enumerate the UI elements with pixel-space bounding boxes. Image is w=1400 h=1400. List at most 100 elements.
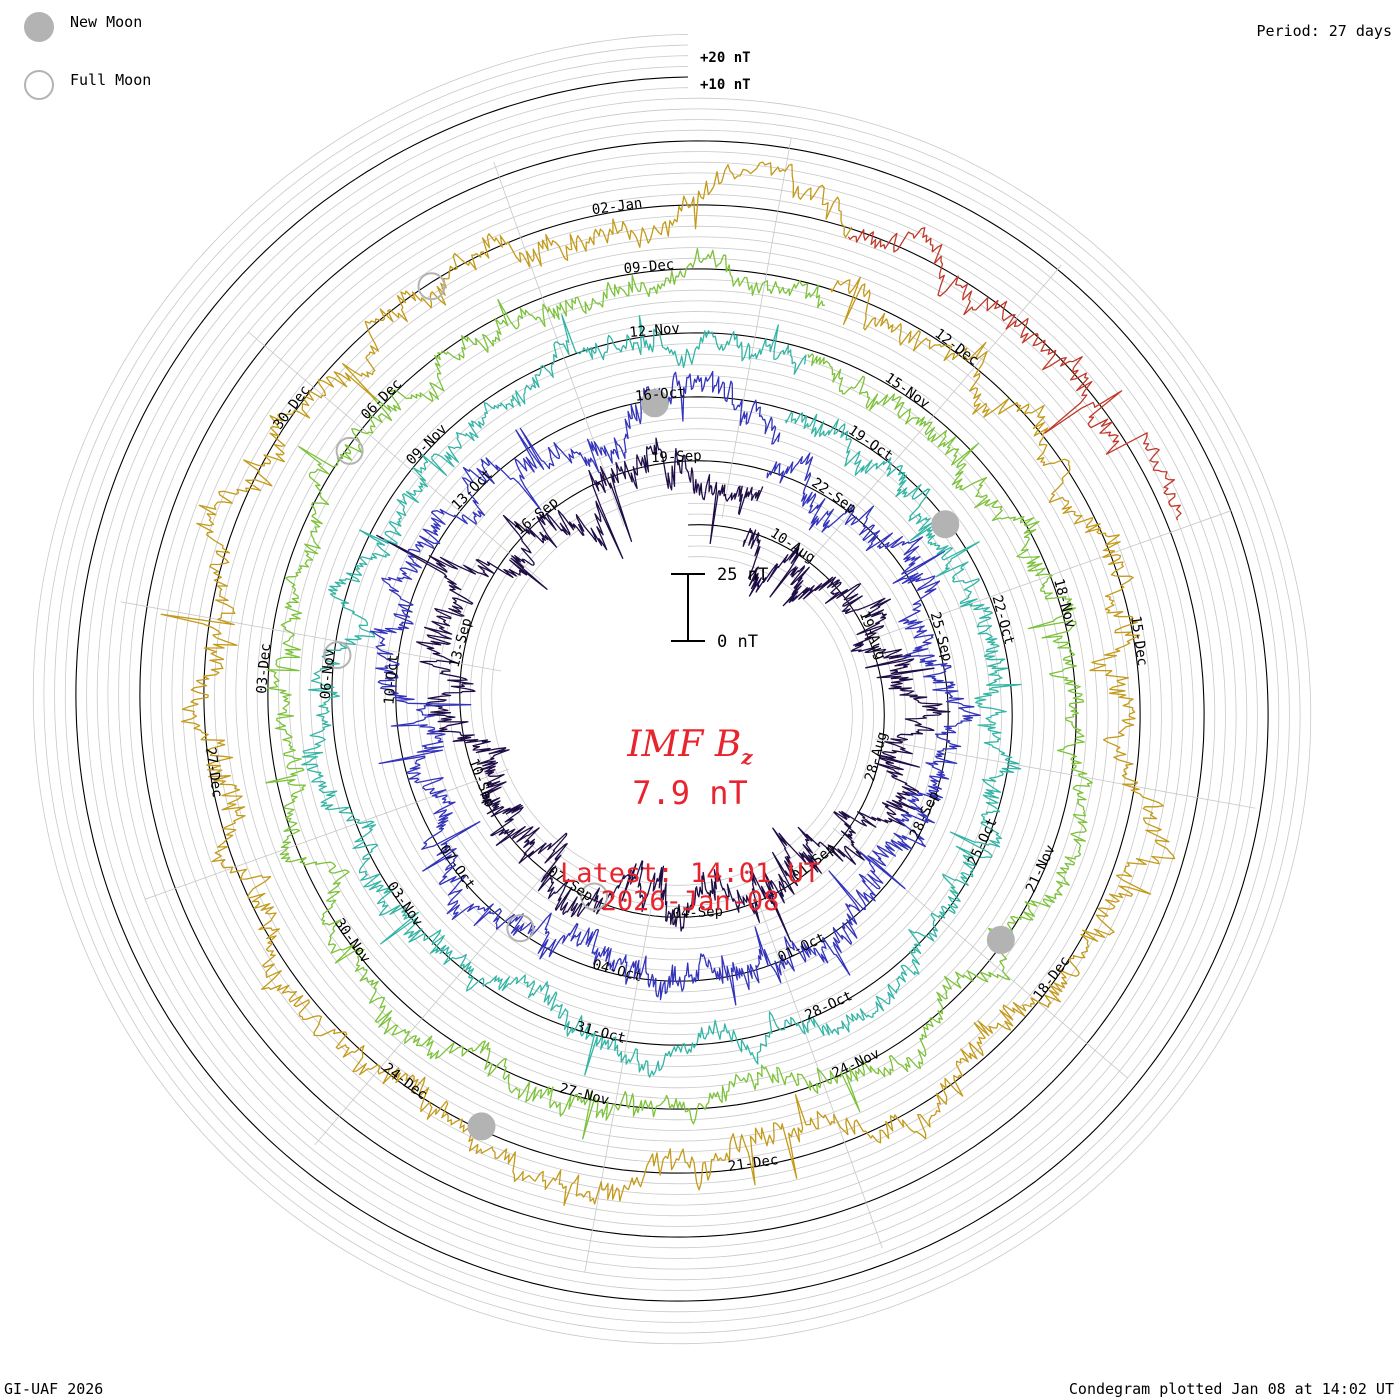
date-label: 13-Oct bbox=[449, 466, 496, 513]
baseline-ring bbox=[459, 460, 885, 918]
grid-ring bbox=[32, 33, 1312, 1345]
grid-ring bbox=[448, 449, 896, 929]
new-moon-marker bbox=[640, 389, 669, 418]
moon-markers bbox=[323, 272, 1015, 1141]
date-labels: 10-Aug19-Aug28-Aug01-Sep04-Sep07-Sep10-S… bbox=[202, 50, 1150, 1175]
grid-ring bbox=[96, 97, 1248, 1281]
grid-ring bbox=[182, 183, 1162, 1195]
full-moon-marker bbox=[335, 436, 364, 465]
date-label: 30-Nov bbox=[331, 916, 373, 967]
grid-ring bbox=[480, 481, 864, 897]
current-value: 7.9 nT bbox=[632, 774, 748, 812]
grid-ring bbox=[118, 119, 1226, 1259]
full-moon-marker bbox=[323, 641, 352, 670]
baseline-ring bbox=[139, 140, 1205, 1238]
grid-ring bbox=[54, 55, 1290, 1323]
grid-ring bbox=[214, 215, 1130, 1163]
date-label: 06-Dec bbox=[358, 376, 405, 423]
chart-title-subscript: z bbox=[741, 745, 753, 770]
new-moon-label: New Moon bbox=[70, 13, 143, 31]
full-moon-marker bbox=[580, 882, 609, 911]
grid-ring bbox=[246, 247, 1098, 1131]
grid-ring bbox=[288, 289, 1056, 1089]
grid-ring bbox=[128, 129, 1216, 1249]
grid-ring bbox=[278, 279, 1066, 1099]
grid-ring bbox=[438, 439, 906, 939]
radial-spoke bbox=[120, 601, 502, 672]
grid-ring bbox=[299, 300, 1045, 1078]
date-label: 19-Sep bbox=[651, 448, 702, 466]
grid-ring bbox=[427, 428, 917, 950]
radial-spoke bbox=[874, 738, 1256, 809]
scale-bar-top-label: 25 nT bbox=[717, 565, 768, 585]
chart-title-main: IMF B bbox=[627, 724, 742, 765]
grid-ring bbox=[352, 353, 992, 1025]
full-moon-icon bbox=[24, 70, 54, 100]
scale-bar-bottom-label: 0 nT bbox=[717, 632, 758, 652]
grid-ring bbox=[160, 161, 1184, 1217]
radial-spoke bbox=[721, 137, 792, 519]
latest-date: 2026-Jan-08 bbox=[600, 886, 780, 917]
series-rotation-15-Nov bbox=[265, 247, 1093, 1140]
radial-spoke bbox=[751, 883, 883, 1249]
new-moon-marker bbox=[986, 925, 1015, 954]
date-label: 06-Nov bbox=[318, 648, 338, 700]
grid-ring bbox=[86, 87, 1258, 1291]
new-moon-marker bbox=[931, 510, 960, 539]
new-moon-marker bbox=[467, 1112, 496, 1141]
date-label: 10-Oct bbox=[381, 654, 401, 706]
grid-ring bbox=[171, 172, 1173, 1206]
grid-ring bbox=[374, 375, 970, 1003]
radial-spoke bbox=[247, 331, 544, 583]
date-label: 02-Jan bbox=[591, 195, 643, 218]
date-label: 15-Dec bbox=[1127, 615, 1150, 667]
grid-ring bbox=[416, 417, 928, 961]
grid-ring bbox=[384, 385, 960, 993]
date-label: 15-Nov bbox=[882, 370, 933, 412]
date-label: 12-Dec bbox=[932, 326, 982, 369]
new-moon-icon bbox=[24, 12, 54, 42]
date-label: 21-Nov bbox=[1023, 843, 1059, 896]
grid-ring bbox=[320, 321, 1024, 1057]
radial-spoke bbox=[314, 849, 566, 1146]
grid-ring bbox=[192, 193, 1152, 1185]
ring-scale-label: +20 nT bbox=[700, 50, 751, 66]
period-label: Period: 27 days bbox=[1256, 22, 1392, 40]
baseline-ring bbox=[331, 332, 1013, 1046]
legend-new-moon: New Moon bbox=[24, 12, 142, 42]
radial-spoke bbox=[584, 891, 655, 1273]
grid-ring bbox=[342, 343, 1002, 1035]
date-label: 21-Dec bbox=[727, 1152, 779, 1175]
full-moon-marker bbox=[417, 272, 446, 301]
date-label: 04-Sep bbox=[672, 904, 723, 922]
grid-ring bbox=[363, 364, 981, 1014]
date-label: 30-Dec bbox=[270, 383, 313, 433]
plotted-label: Condegram plotted Jan 08 at 14:02 UT bbox=[1068, 1380, 1394, 1398]
baseline-ring bbox=[75, 76, 1269, 1302]
grid-ring bbox=[235, 236, 1109, 1142]
ring-grid bbox=[32, 33, 1312, 1345]
date-label: 01-Oct bbox=[775, 930, 828, 966]
date-label: 18-Dec bbox=[1030, 953, 1073, 1003]
grid-ring bbox=[107, 108, 1237, 1270]
date-label: 03-Nov bbox=[383, 879, 425, 930]
grid-ring bbox=[43, 44, 1301, 1334]
baseline-ring bbox=[203, 204, 1141, 1174]
scale-bar: 25 nT 0 nT bbox=[671, 565, 768, 652]
credit-label: GI-UAF 2026 bbox=[4, 1380, 104, 1398]
radial-spoke bbox=[866, 510, 1232, 642]
grid-ring bbox=[64, 65, 1280, 1313]
grid-ring bbox=[256, 257, 1088, 1121]
date-label: 03-Dec bbox=[254, 643, 274, 695]
date-label: 16-Oct bbox=[634, 384, 686, 404]
latest-time: Latest: 14:01 UT bbox=[559, 858, 821, 889]
series-rotation-10-Aug bbox=[376, 437, 951, 943]
date-label: 12-Nov bbox=[629, 321, 681, 341]
full-moon-marker bbox=[506, 914, 535, 943]
ring-scale-label: +10 nT bbox=[700, 77, 751, 93]
radial-spoke bbox=[144, 768, 510, 900]
series-rotation-12-Dec bbox=[160, 161, 1176, 1206]
date-label: 27-Dec bbox=[202, 746, 225, 798]
series-rotation-22-Sep bbox=[369, 370, 981, 1006]
